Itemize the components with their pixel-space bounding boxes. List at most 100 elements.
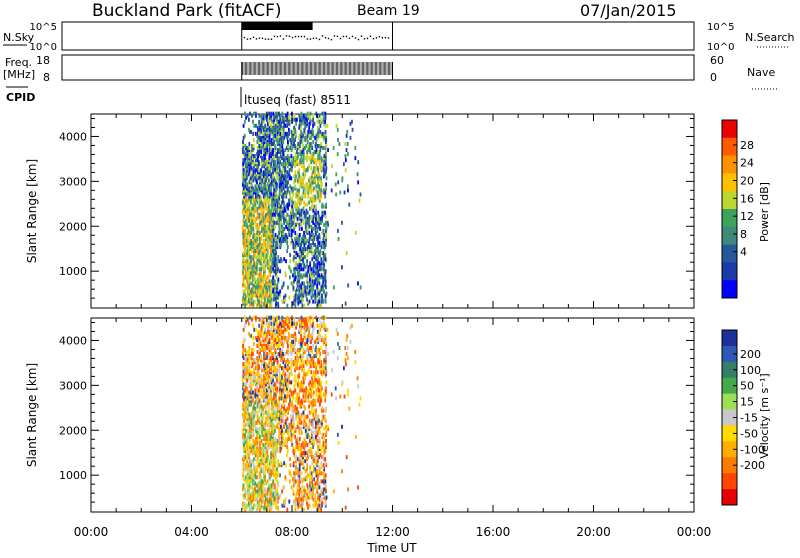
velocity-cell: [248, 332, 250, 336]
power-cell: [309, 215, 311, 219]
power-cell: [298, 292, 300, 296]
power-cell: [309, 176, 311, 180]
velocity-cell: [289, 463, 291, 467]
power-cell: [286, 170, 288, 174]
velocity-cell: [305, 423, 307, 427]
power-cell: [312, 140, 314, 144]
velocity-cell: [246, 378, 248, 382]
power-cell: [259, 255, 261, 259]
noise-sky-point: [262, 38, 263, 39]
power-cell: [261, 235, 263, 239]
power-cell: [286, 116, 288, 120]
velocity-cell: [305, 318, 307, 322]
power-cell: [302, 172, 304, 176]
velocity-cell: [273, 366, 275, 370]
power-cell: [312, 209, 314, 213]
power-cell: [277, 267, 279, 271]
power-cell: [260, 209, 262, 213]
velocity-cell: [271, 397, 273, 401]
power-cell: [319, 300, 321, 304]
velocity-cell: [263, 374, 265, 378]
power-cell: [327, 148, 329, 152]
power-cell: [319, 124, 321, 128]
velocity-cell: [269, 467, 271, 471]
power-cell: [311, 205, 313, 209]
power-cell: [260, 114, 262, 118]
power-cell: [262, 132, 264, 136]
noise-sky-point: [373, 38, 374, 39]
velocity-cell: [270, 392, 272, 396]
power-cell: [299, 217, 301, 221]
velocity-cell: [288, 360, 290, 364]
power-cell: [297, 201, 299, 205]
power-cell: [326, 227, 328, 231]
power-cell: [295, 275, 297, 279]
power-cell: [300, 126, 302, 130]
velocity-cell: [296, 322, 298, 326]
velocity-cell: [252, 439, 254, 443]
velocity-cell: [309, 326, 311, 330]
power-cell: [338, 237, 340, 241]
power-cell: [322, 251, 324, 255]
velocity-cell: [288, 336, 290, 340]
velocity-cell: [314, 382, 316, 386]
velocity-cell: [313, 477, 315, 481]
power-cell: [321, 215, 323, 219]
power-cell: [295, 298, 297, 302]
velocity-cell: [268, 431, 270, 435]
power-cell: [280, 257, 282, 261]
power-cell: [324, 253, 326, 257]
power-cell: [250, 239, 252, 243]
velocity-cell: [296, 397, 298, 401]
power-cell: [267, 300, 269, 304]
cpid-program: ltuseq (fast) 8511: [244, 93, 351, 107]
velocity-cell: [298, 443, 300, 447]
power-cell: [357, 172, 359, 176]
nave-tick-high: 60: [710, 54, 724, 67]
noise-sky-point: [385, 37, 386, 38]
power-cell: [311, 267, 313, 271]
power-cell: [252, 186, 254, 190]
velocity-cell: [323, 471, 325, 475]
velocity-cell: [256, 475, 258, 479]
power-cell: [350, 136, 352, 140]
power-cell: [304, 172, 306, 176]
velocity-cell: [243, 477, 245, 481]
noise-sky-point: [268, 39, 269, 40]
power-cell: [271, 298, 273, 302]
power-cell: [280, 221, 282, 225]
velocity-cell: [312, 445, 314, 449]
power-cell: [296, 237, 298, 241]
power-cell: [281, 215, 283, 219]
power-cell: [317, 265, 319, 269]
nave-label: Nave: [747, 66, 775, 79]
power-colorbar-segment: [722, 191, 737, 209]
velocity-cell: [290, 358, 292, 362]
power-cell: [319, 160, 321, 164]
velocity-cell: [267, 491, 269, 495]
velocity-cell: [283, 378, 285, 382]
power-cell: [259, 213, 261, 217]
velocity-cell: [319, 445, 321, 449]
power-cell: [285, 259, 287, 263]
velocity-cell: [285, 498, 287, 502]
power-cell: [313, 150, 315, 154]
velocity-cell: [269, 344, 271, 348]
velocity-cell: [295, 326, 297, 330]
power-cell: [323, 259, 325, 263]
power-cell: [296, 150, 298, 154]
velocity-cell: [263, 443, 265, 447]
noise-sky-point: [250, 38, 251, 39]
velocity-cell: [242, 494, 244, 498]
power-cell: [264, 144, 266, 148]
velocity-cell: [256, 384, 258, 388]
power-cell: [285, 174, 287, 178]
power-cell: [321, 294, 323, 298]
velocity-cell: [244, 338, 246, 342]
velocity-cell: [296, 441, 298, 445]
power-cell: [262, 290, 264, 294]
power-cell: [294, 271, 296, 275]
power-cell: [346, 251, 348, 255]
power-cell: [292, 209, 294, 213]
power-cell: [291, 130, 293, 134]
